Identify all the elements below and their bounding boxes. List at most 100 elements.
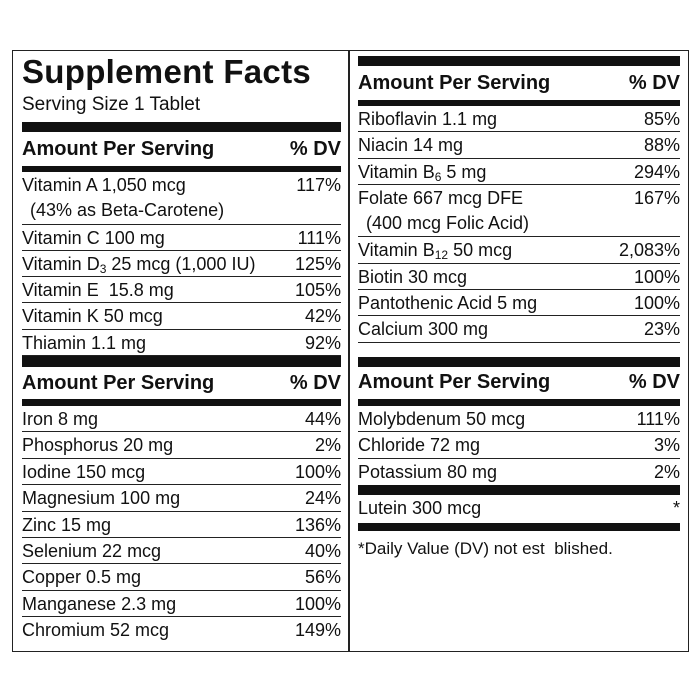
nutrient-name: Copper 0.5 mg xyxy=(22,564,141,590)
daily-value: 136% xyxy=(294,514,341,535)
nutrient-name: Phosphorus 20 mg xyxy=(22,432,173,458)
nutrient-name: Iodine 150 mcg xyxy=(22,459,145,485)
amount-header: Amount Per Serving xyxy=(22,137,215,160)
nutrient-name: Vitamin E 15.8 mg xyxy=(22,277,174,303)
amount-header: Amount Per Serving xyxy=(22,371,215,394)
nutrient-name: Vitamin C 100 mg xyxy=(22,225,165,251)
nutrient-row: Potassium 80 mg 2% xyxy=(358,459,680,486)
mineral-list: Iron 8 mg 44% Phosphorus 20 mg 2% Iodine 150… xyxy=(22,406,341,644)
nutrient-row: Pantothenic Acid 5 mg 100% xyxy=(358,290,680,317)
thick-rule xyxy=(358,356,680,367)
nutrient-amount: Vitamin A 1,050 mcg xyxy=(22,175,186,195)
nutrient-amount: Vitamin B xyxy=(358,240,435,261)
nutrient-row: Folate 667 mcg DFE (400 mcg Folic Acid) 16… xyxy=(358,185,680,238)
subscript: 3 xyxy=(99,261,107,276)
nutrient-name: Biotin 30 mcg xyxy=(358,264,467,290)
section-header: Amount Per Serving % DV xyxy=(358,367,680,399)
thick-rule xyxy=(22,122,341,132)
nutrient-amount: Iron 8 mg xyxy=(22,409,99,430)
vitamin-list: Vitamin A 1,050 mcg (43% as Beta-Carotene… xyxy=(22,172,341,357)
nutrient-amount: Vitamin D xyxy=(22,253,100,274)
nutrient-row: Manganese 2.3 mg 100% xyxy=(22,591,341,618)
nutrient-name: Vitamin B6 5 mg xyxy=(358,159,486,185)
daily-value: 105% xyxy=(294,280,341,301)
daily-value: 56% xyxy=(304,567,341,588)
medium-rule xyxy=(22,166,341,172)
nutrient-row: Copper 0.5 mg 56% xyxy=(22,564,341,591)
nutrient-row: Molybdenum 50 mcg 111% xyxy=(358,406,680,433)
daily-value: 100% xyxy=(294,593,341,614)
daily-value: 2,083% xyxy=(618,240,680,261)
nutrient-name: Vitamin D3 25 mcg (1,000 IU) xyxy=(22,251,255,277)
column-divider xyxy=(348,50,350,652)
nutrient-amount: Molybdenum 50 mcg xyxy=(358,408,526,429)
label-title: Supplement Facts xyxy=(22,53,312,90)
vitamin-list: Riboflavin 1.1 mg 85% Niacin 14 mg 88% Vitam… xyxy=(358,106,680,343)
nutrient-row: Thiamin 1.1 mg 92% xyxy=(22,330,341,357)
nutrient-amount: Vitamin C 100 mg xyxy=(22,227,165,248)
nutrient-amount: Niacin 14 mg xyxy=(358,135,464,156)
nutrient-amount: Manganese 2.3 mg xyxy=(22,593,177,614)
nutrient-row: Iodine 150 mcg 100% xyxy=(22,459,341,486)
dv-header: % DV xyxy=(289,371,341,394)
nutrient-row: Vitamin K 50 mcg 42% xyxy=(22,303,341,330)
daily-value: 44% xyxy=(304,409,341,430)
amount-header: Amount Per Serving xyxy=(358,371,551,394)
daily-value: * xyxy=(672,498,680,519)
nutrient-name: Folate 667 mcg DFE (400 mcg Folic Acid) xyxy=(358,185,529,235)
nutrient-amount: Chloride 72 mg xyxy=(358,435,481,456)
thick-rule xyxy=(358,523,680,532)
daily-value: 92% xyxy=(304,332,341,353)
nutrient-row: Chloride 72 mg 3% xyxy=(358,432,680,459)
nutrient-amount: Vitamin B xyxy=(358,161,435,182)
daily-value: 88% xyxy=(643,135,680,156)
nutrient-name: Vitamin B12 50 mcg xyxy=(358,237,512,263)
label-border xyxy=(12,50,689,652)
nutrient-name: Manganese 2.3 mg xyxy=(22,591,176,617)
daily-value: 167% xyxy=(633,187,680,208)
nutrient-name: Vitamin A 1,050 mcg (43% as Beta-Carotene… xyxy=(22,172,224,222)
nutrient-row: Biotin 30 mcg 100% xyxy=(358,264,680,291)
nutrient-row: Chromium 52 mcg 149% xyxy=(22,617,341,643)
daily-value: 117% xyxy=(296,175,341,195)
nutrient-row: Magnesium 100 mg 24% xyxy=(22,485,341,512)
nutrient-amount: Thiamin 1.1 mg xyxy=(22,332,147,353)
medium-rule xyxy=(358,100,680,106)
daily-value: 3% xyxy=(653,435,680,456)
daily-value: 85% xyxy=(643,109,680,129)
nutrient-amount-rest: 25 mcg (1,000 IU) xyxy=(106,253,256,274)
nutrient-name: Niacin 14 mg xyxy=(358,132,463,158)
daily-value: 40% xyxy=(304,541,341,562)
nutrient-amount: Lutein 300 mcg xyxy=(358,498,482,519)
nutrient-name: Chloride 72 mg xyxy=(358,432,480,458)
nutrient-amount: Chromium 52 mcg xyxy=(22,620,170,641)
nutrient-row: Zinc 15 mg 136% xyxy=(22,512,341,539)
nutrient-amount: Copper 0.5 mg xyxy=(22,567,142,588)
nutrient-row: Niacin 14 mg 88% xyxy=(358,132,680,159)
nutrient-name: Selenium 22 mcg xyxy=(22,538,161,564)
daily-value: 111% xyxy=(297,227,341,248)
nutrient-row: Riboflavin 1.1 mg 85% xyxy=(358,106,680,133)
nutrient-amount-rest: 5 mg xyxy=(441,161,487,182)
nutrient-row: Calcium 300 mg 23% xyxy=(358,316,680,343)
nutrient-amount: Riboflavin 1.1 mg xyxy=(358,109,498,129)
nutrient-amount-rest: 50 mcg xyxy=(448,240,513,261)
daily-value: 23% xyxy=(643,319,680,340)
nutrient-row: Phosphorus 20 mg 2% xyxy=(22,432,341,459)
subscript: 6 xyxy=(434,169,442,184)
nutrient-name: Lutein 300 mcg xyxy=(358,495,481,521)
dv-header: % DV xyxy=(628,371,680,394)
mineral-list: Molybdenum 50 mcg 111% Chloride 72 mg 3% Pot… xyxy=(358,406,680,486)
nutrient-row: Vitamin D3 25 mcg (1,000 IU) 125% xyxy=(22,251,341,278)
daily-value: 100% xyxy=(633,293,680,314)
daily-value: 42% xyxy=(304,306,341,327)
nutrient-amount: Selenium 22 mcg xyxy=(22,541,162,562)
nutrient-name: Potassium 80 mg xyxy=(358,459,497,485)
daily-value: 2% xyxy=(653,461,680,482)
medium-rule xyxy=(358,398,680,406)
right-column: Amount Per Serving % DV Riboflavin 1.1 m… xyxy=(358,56,680,561)
thick-rule xyxy=(358,485,680,496)
daily-value: 2% xyxy=(314,435,341,456)
nutrient-row: Vitamin E 15.8 mg 105% xyxy=(22,277,341,304)
dv-header: % DV xyxy=(289,137,341,160)
